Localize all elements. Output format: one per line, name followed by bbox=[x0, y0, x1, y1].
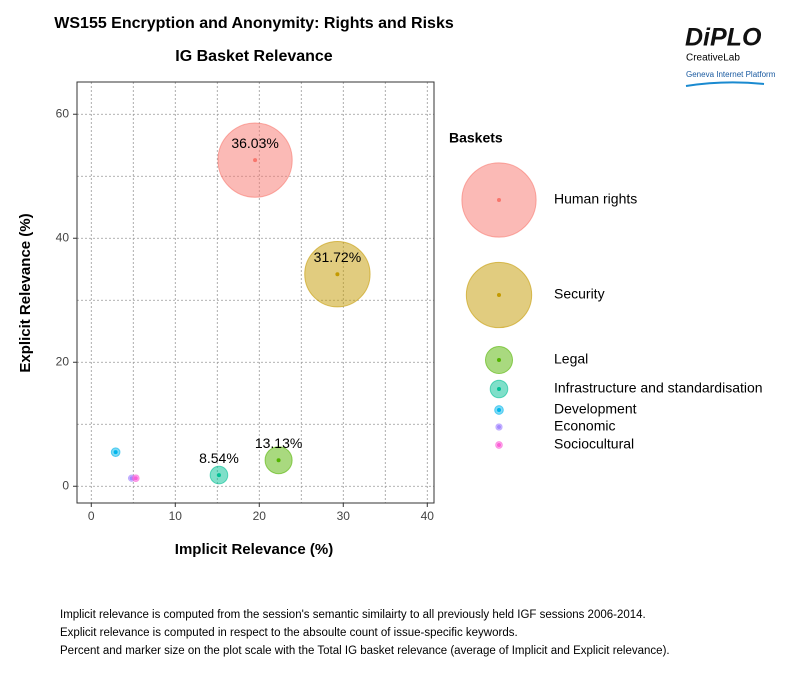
bubble-center bbox=[335, 272, 340, 277]
y-tick-label: 40 bbox=[56, 230, 70, 244]
bubble-center bbox=[253, 158, 258, 163]
x-tick-label: 40 bbox=[421, 509, 435, 523]
x-tick-label: 10 bbox=[169, 509, 183, 523]
x-tick-label: 20 bbox=[253, 509, 267, 523]
legend-label: Sociocultural bbox=[554, 436, 634, 452]
legend-swatch-center bbox=[497, 293, 501, 297]
legend-label: Human rights bbox=[554, 191, 637, 207]
legend-title: Baskets bbox=[449, 130, 503, 146]
legend-swatch-center bbox=[497, 425, 501, 429]
legend-swatch-center bbox=[497, 198, 501, 202]
bubble-center bbox=[276, 458, 281, 463]
logo-line1: CreativeLab bbox=[686, 53, 740, 64]
x-axis-title: Implicit Relevance (%) bbox=[175, 541, 333, 558]
logo: DiPLO CreativeLab Geneva Internet Platfo… bbox=[685, 24, 776, 87]
chart-title: WS155 Encryption and Anonymity: Rights a… bbox=[54, 15, 454, 32]
x-tick-label: 30 bbox=[337, 509, 351, 523]
plot-border bbox=[76, 81, 435, 504]
legend-swatch-center bbox=[497, 443, 501, 447]
logo-brand: DiPLO bbox=[685, 24, 762, 52]
logo-line2: Geneva Internet Platform bbox=[686, 70, 776, 79]
data-label: 36.03% bbox=[231, 135, 278, 151]
legend-swatch-center bbox=[497, 358, 501, 362]
legend-label: Economic bbox=[554, 418, 615, 434]
bubble-center bbox=[216, 473, 221, 478]
y-tick-label: 60 bbox=[56, 106, 70, 120]
legend-swatch-center bbox=[497, 408, 501, 412]
bubble-center bbox=[133, 476, 138, 481]
bubble-center bbox=[113, 450, 118, 455]
note: Explicit relevance is computed in respec… bbox=[60, 627, 518, 639]
legend-label: Legal bbox=[554, 351, 588, 367]
note: Implicit relevance is computed from the … bbox=[60, 609, 646, 621]
logo-swoosh bbox=[685, 81, 765, 87]
data-label: 8.54% bbox=[199, 450, 239, 466]
note: Percent and marker size on the plot scal… bbox=[60, 645, 670, 657]
legend-label: Infrastructure and standardisation bbox=[554, 380, 763, 396]
chart-subtitle: IG Basket Relevance bbox=[175, 48, 333, 65]
data-label: 13.13% bbox=[255, 435, 302, 451]
y-axis-title: Explicit Relevance (%) bbox=[17, 213, 34, 372]
legend-swatch-center bbox=[497, 387, 501, 391]
data-label: 31.72% bbox=[314, 249, 361, 265]
x-tick-label: 0 bbox=[88, 509, 95, 523]
legend-label: Development bbox=[554, 401, 637, 417]
y-tick-label: 20 bbox=[56, 354, 70, 368]
legend-label: Security bbox=[554, 286, 605, 302]
y-tick-label: 0 bbox=[62, 478, 69, 492]
